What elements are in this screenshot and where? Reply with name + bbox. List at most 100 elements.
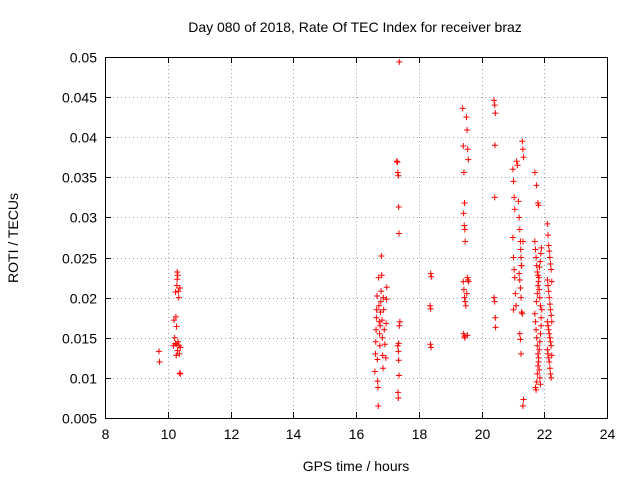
data-point (427, 305, 434, 312)
y-tick-label: 0.04 (70, 130, 97, 146)
data-point (378, 252, 385, 259)
data-point (535, 274, 542, 281)
data-point (378, 272, 385, 279)
data-point (382, 354, 389, 361)
data-point (534, 268, 541, 275)
data-point (396, 318, 403, 325)
data-point (172, 289, 179, 296)
data-point (535, 202, 542, 209)
data-point (548, 352, 555, 359)
data-point (379, 365, 386, 372)
data-point (546, 358, 553, 365)
data-point (516, 270, 523, 277)
data-point (491, 142, 498, 149)
data-point (174, 272, 181, 279)
data-point (546, 330, 553, 337)
data-point (533, 326, 540, 333)
data-point (492, 110, 499, 117)
data-point (517, 336, 524, 343)
data-point (518, 254, 525, 261)
data-point (427, 302, 434, 309)
y-axis-label: ROTI / TECUs (5, 193, 21, 283)
data-point (537, 330, 544, 337)
data-point (464, 332, 471, 339)
data-point (512, 290, 519, 297)
data-point (545, 354, 552, 361)
data-point (509, 234, 516, 241)
x-tick-label: 12 (224, 426, 240, 442)
data-point (371, 368, 378, 375)
data-point (375, 402, 382, 409)
data-point (548, 374, 555, 381)
data-point (175, 294, 182, 301)
y-tick-labels: 0.005 0.01 0.015 0.02 0.025 0.03 0.035 0.04 0.04… (62, 50, 97, 427)
y-tick-label: 0.015 (62, 331, 97, 347)
data-point (533, 334, 540, 341)
data-point (511, 206, 518, 213)
data-point (518, 262, 525, 269)
data-point (156, 358, 163, 365)
data-point (461, 226, 468, 233)
data-point (545, 322, 552, 329)
data-point (462, 238, 469, 245)
data-point (381, 341, 388, 348)
x-axis-label: GPS time / hours (303, 458, 410, 474)
data-point (545, 242, 552, 249)
data-point (548, 342, 555, 349)
data-point (510, 178, 517, 185)
data-point (376, 342, 383, 349)
data-point (538, 306, 545, 313)
data-point (173, 323, 180, 330)
data-point (383, 296, 390, 303)
data-point (531, 238, 538, 245)
data-point (173, 282, 180, 289)
data-point (377, 298, 384, 305)
data-point (427, 270, 434, 277)
data-point (537, 250, 544, 257)
data-point (534, 350, 541, 357)
data-point (536, 346, 543, 353)
data-point (465, 278, 472, 285)
x-tick-label: 10 (161, 426, 177, 442)
data-point (492, 314, 499, 321)
data-point (462, 298, 469, 305)
x-tick-label: 18 (412, 426, 428, 442)
data-point (377, 309, 384, 316)
data-point (177, 344, 184, 351)
data-point (372, 338, 379, 345)
plot-frame (105, 57, 608, 419)
data-point (375, 302, 382, 309)
data-point (537, 381, 544, 388)
data-point (176, 370, 183, 377)
data-point (534, 342, 541, 349)
data-point (174, 268, 181, 275)
data-point (373, 326, 380, 333)
data-point (516, 214, 523, 221)
data-point (546, 248, 553, 255)
data-point (461, 222, 468, 229)
data-point (516, 226, 523, 233)
data-point (460, 286, 467, 293)
data-point (537, 258, 544, 265)
data-point (518, 294, 525, 301)
data-point (463, 114, 470, 121)
data-point (545, 326, 552, 333)
data-point (544, 220, 551, 227)
data-point (465, 156, 472, 163)
data-point (428, 273, 435, 280)
data-point (464, 127, 471, 134)
data-point (513, 302, 520, 309)
data-point (379, 317, 386, 324)
data-point (535, 354, 542, 361)
data-point (548, 318, 555, 325)
data-point (546, 254, 553, 261)
data-point (395, 372, 402, 379)
data-point (176, 285, 183, 292)
data-point (393, 158, 400, 165)
data-point (459, 105, 466, 112)
data-point (395, 172, 402, 179)
data-point (547, 370, 554, 377)
data-point (520, 154, 527, 161)
data-point (533, 378, 540, 385)
